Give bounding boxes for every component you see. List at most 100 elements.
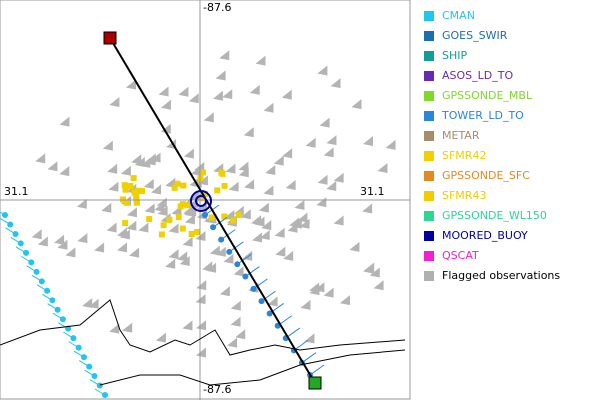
ship-barb: [228, 241, 244, 253]
flagged-barb: [212, 90, 223, 101]
flagged-barb: [195, 294, 206, 305]
buoy-marker: [195, 195, 207, 207]
cman-barb: [10, 236, 22, 244]
ship-barb: [237, 253, 252, 265]
flagged-barb: [82, 297, 93, 308]
flagged-barb: [317, 65, 328, 76]
flagged-barb: [265, 165, 276, 176]
sfmr-obs: [158, 231, 165, 238]
cman-barb: [57, 322, 69, 330]
flagged-barb: [168, 249, 179, 260]
sfmr-obs: [184, 202, 191, 209]
legend-swatch: [424, 71, 434, 81]
ship-barb: [293, 339, 309, 351]
flagged-barb: [267, 296, 278, 307]
cman-barb: [36, 284, 48, 292]
flagged-barb: [182, 236, 193, 247]
flagged-barb: [369, 267, 380, 278]
sfmr-obs: [221, 182, 228, 189]
flagged-barb: [94, 242, 105, 253]
flagged-barb: [228, 181, 239, 192]
flagged-barb: [263, 102, 274, 113]
sfmr-obs: [131, 189, 138, 196]
flagged-barb: [168, 223, 179, 234]
flagged-barb: [326, 135, 337, 146]
legend-label: ASOS_LD_TO: [442, 69, 513, 82]
flagged-barb: [219, 286, 230, 297]
legend-swatch: [424, 111, 434, 121]
sfmr-obs: [174, 180, 181, 187]
end-marker: [308, 376, 322, 390]
flagged-barb: [377, 162, 388, 173]
flagged-barb: [57, 239, 68, 250]
cman-barb: [47, 303, 58, 311]
flagged-barb: [225, 163, 236, 174]
sfmr-obs: [177, 203, 184, 210]
legend-swatch: [424, 211, 434, 221]
flagged-barb: [233, 266, 244, 277]
sfmr-obs: [219, 170, 226, 177]
flagged-barb: [59, 116, 70, 127]
sfmr-obs: [133, 199, 140, 206]
flagged-barb: [183, 148, 194, 159]
legend-swatch: [424, 231, 434, 241]
legend-label: MOORED_BUOY: [442, 229, 528, 242]
ship-barb: [245, 266, 260, 277]
sfmr-obs: [171, 184, 178, 191]
sfmr-obs: [139, 188, 146, 195]
cman-barb: [94, 388, 106, 396]
flagged-barb: [323, 147, 334, 158]
sfmr-obs: [121, 182, 128, 189]
flagged-barb: [223, 253, 234, 264]
flagged-barb: [326, 180, 337, 191]
sfmr-obs: [130, 175, 137, 182]
flagged-barb: [108, 181, 119, 192]
flagged-barb: [333, 215, 344, 226]
legend-swatch: [424, 151, 434, 161]
legend-label: METAR: [442, 129, 480, 142]
flagged-barb: [35, 153, 46, 164]
flagged-barb: [319, 117, 330, 128]
flagged-barb: [281, 89, 292, 100]
sfmr-obs: [221, 213, 228, 220]
flagged-barb: [126, 220, 137, 231]
flagged-barb: [251, 232, 262, 243]
legend-swatch: [424, 191, 434, 201]
legend-swatch: [424, 171, 434, 181]
ship-barb: [261, 290, 276, 302]
flagged-barb: [333, 172, 344, 183]
sfmr-obs: [146, 215, 153, 222]
coastline: [0, 299, 406, 356]
flagged-barb: [54, 234, 65, 245]
sfmr-obs: [199, 195, 206, 202]
flagged-barb: [106, 222, 117, 233]
flagged-barb: [160, 123, 171, 134]
legend-label: Flagged observations: [442, 269, 560, 282]
cman-barb: [26, 265, 37, 273]
flagged-barb: [235, 329, 246, 340]
flagged-barb: [364, 262, 375, 273]
flagged-barb: [261, 220, 272, 231]
flagged-barb: [215, 246, 226, 257]
flagged-barb: [259, 230, 270, 241]
lon-label: -87.6: [203, 1, 231, 14]
cman-barb: [31, 274, 43, 282]
flagged-barb: [219, 50, 230, 61]
sfmr-obs: [179, 225, 186, 232]
flagged-barb: [282, 148, 293, 159]
sfmr-obs: [180, 182, 187, 189]
flagged-barb: [283, 250, 294, 261]
legend-label: GPSSONDE_MBL: [442, 89, 533, 102]
flagged-barb: [125, 79, 136, 90]
flagged-barb: [158, 86, 169, 97]
sfmr-obs: [122, 186, 129, 193]
flagged-barb: [76, 198, 87, 209]
flagged-barb: [203, 112, 214, 123]
flagged-barb: [107, 163, 118, 174]
lon-label: -87.6: [203, 383, 231, 396]
flagged-barb: [323, 287, 334, 298]
ship-barb: [220, 229, 236, 241]
cman-barb: [52, 312, 64, 320]
flagged-barb: [373, 280, 384, 291]
